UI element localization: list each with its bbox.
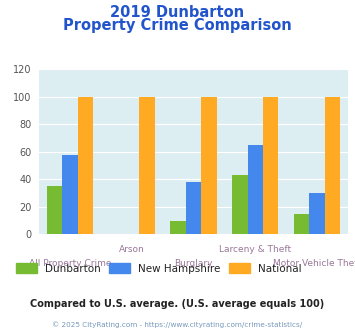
Text: 2019 Dunbarton: 2019 Dunbarton xyxy=(110,5,245,20)
Text: All Property Crime: All Property Crime xyxy=(29,259,111,268)
Bar xyxy=(47,186,62,234)
Bar xyxy=(170,220,186,234)
Text: Compared to U.S. average. (U.S. average equals 100): Compared to U.S. average. (U.S. average … xyxy=(31,299,324,309)
Legend: Dunbarton, New Hampshire, National: Dunbarton, New Hampshire, National xyxy=(16,263,302,274)
Bar xyxy=(263,97,278,234)
Text: Property Crime Comparison: Property Crime Comparison xyxy=(63,18,292,33)
Bar xyxy=(247,145,263,234)
Bar xyxy=(325,97,340,234)
Bar xyxy=(140,97,155,234)
Bar xyxy=(62,154,78,234)
Bar xyxy=(78,97,93,234)
Text: © 2025 CityRating.com - https://www.cityrating.com/crime-statistics/: © 2025 CityRating.com - https://www.city… xyxy=(53,322,302,328)
Text: Arson: Arson xyxy=(119,246,144,254)
Text: Motor Vehicle Theft: Motor Vehicle Theft xyxy=(273,259,355,268)
Text: Burglary: Burglary xyxy=(174,259,213,268)
Bar xyxy=(309,193,325,234)
Bar xyxy=(232,175,247,234)
Bar xyxy=(186,182,201,234)
Text: Larceny & Theft: Larceny & Theft xyxy=(219,246,291,254)
Bar xyxy=(201,97,217,234)
Bar xyxy=(294,214,309,234)
